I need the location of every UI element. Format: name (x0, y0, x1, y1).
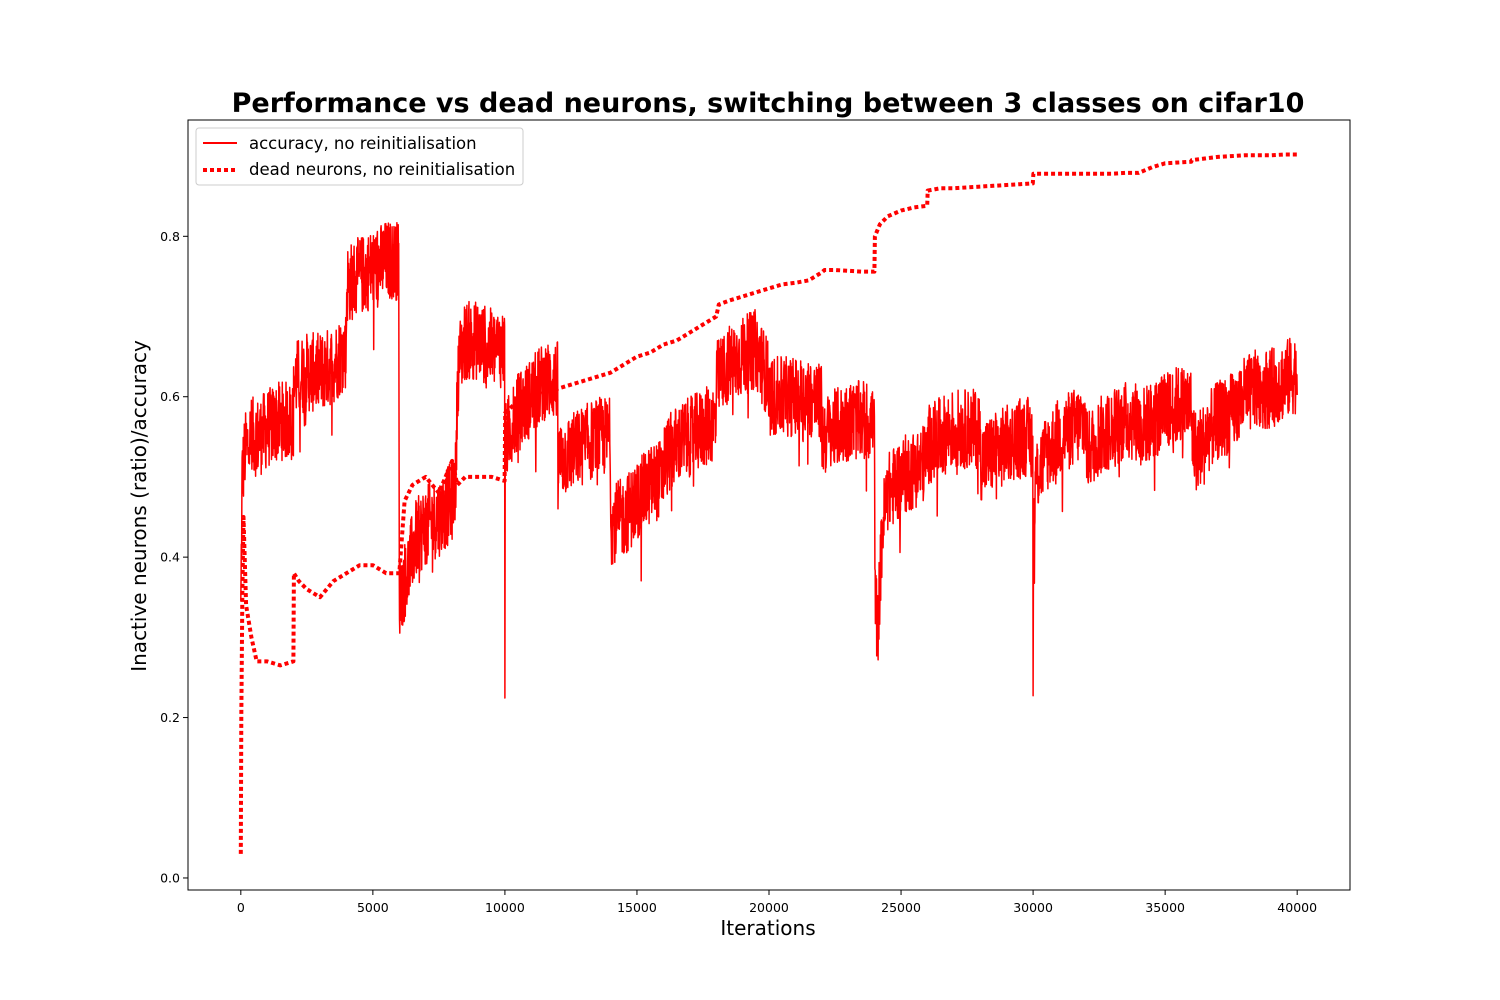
x-tick-label: 35000 (1145, 900, 1185, 915)
y-tick-label: 0.4 (160, 550, 180, 565)
y-tick-label: 0.6 (160, 389, 180, 404)
x-tick-label: 20000 (749, 900, 789, 915)
legend: accuracy, no reinitialisation dead neuro… (195, 127, 524, 186)
series-accuracy-line (240, 221, 1298, 699)
y-axis-label: Inactive neurons (ratio)/accuracy (127, 340, 151, 672)
x-tick-label: 0 (237, 900, 245, 915)
chart-title: Performance vs dead neurons, switching b… (232, 88, 1305, 119)
x-tick-label: 25000 (881, 900, 921, 915)
x-tick-label: 10000 (485, 900, 525, 915)
x-axis-label: Iterations (720, 916, 815, 940)
series-dead-neurons-line (238, 152, 1298, 854)
x-tick-label: 15000 (617, 900, 657, 915)
y-tick-label: 0.8 (160, 229, 180, 244)
legend-box (195, 127, 524, 186)
y-axis: 0.0 0.2 0.4 0.6 0.8 (160, 229, 188, 885)
legend-label-dead-neurons: dead neurons, no reinitialisation (249, 160, 515, 179)
legend-label-accuracy: accuracy, no reinitialisation (249, 134, 477, 153)
plot-frame (187, 119, 1351, 891)
x-tick-label: 30000 (1013, 900, 1053, 915)
x-tick-label: 5000 (357, 900, 389, 915)
x-tick-label: 40000 (1277, 900, 1317, 915)
plot-area (238, 152, 1298, 854)
y-tick-label: 0.2 (160, 710, 180, 725)
x-axis: 0 5000 10000 15000 20000 25000 30000 35000 40000 (237, 890, 1317, 915)
y-tick-label: 0.0 (160, 870, 180, 885)
